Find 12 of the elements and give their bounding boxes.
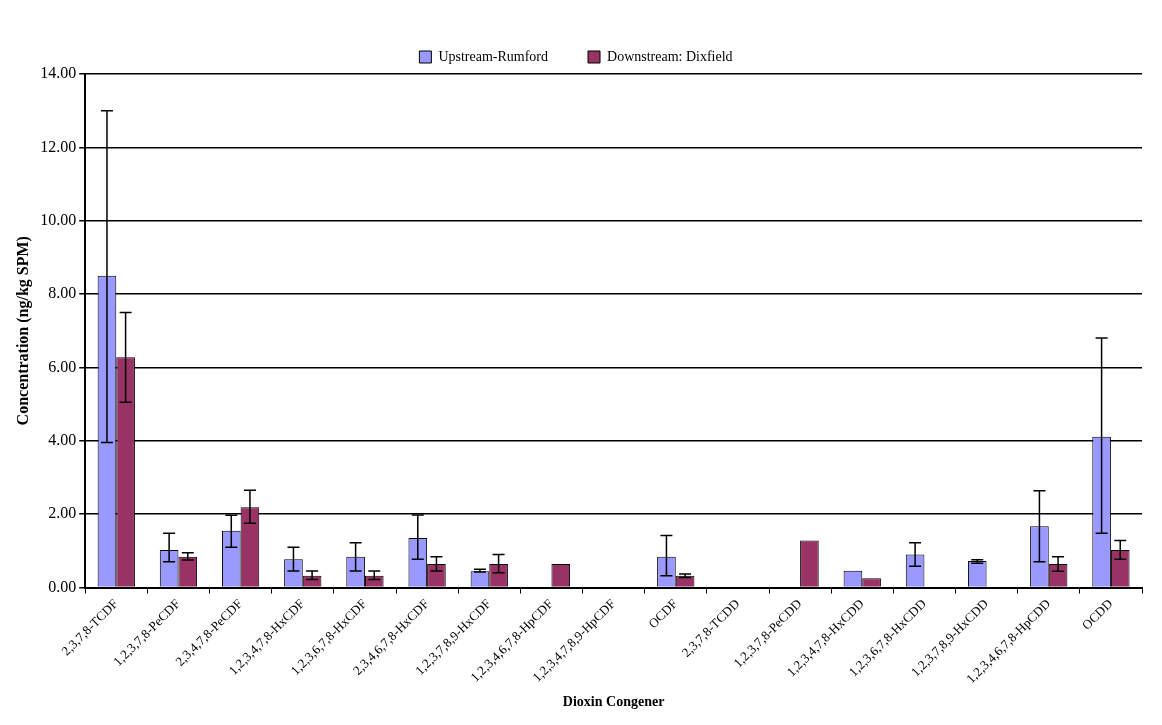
- x-axis-title: Dioxin Congener: [562, 694, 665, 710]
- y-tick-label: 2.00: [48, 504, 77, 522]
- y-tick-label: 12.00: [40, 137, 77, 155]
- y-tick-label: 6.00: [48, 357, 77, 375]
- y-tick-label: 4.00: [48, 430, 77, 448]
- y-tick-label: 8.00: [48, 284, 77, 302]
- y-tick-label: 0.00: [48, 577, 77, 595]
- y-tick-label: 10.00: [40, 210, 77, 228]
- y-tick-label: 14.00: [40, 64, 77, 82]
- legend-label: Downstream: Dixfield: [607, 48, 733, 64]
- legend-label: Upstream-Rumford: [438, 48, 549, 64]
- y-axis-title: Concentration (ng/kg SPM): [13, 236, 32, 426]
